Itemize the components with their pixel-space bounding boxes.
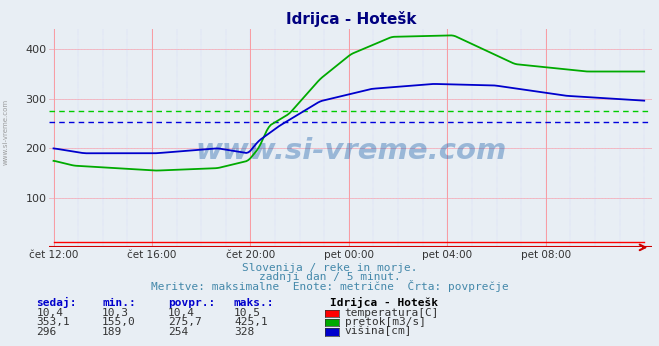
Text: Meritve: maksimalne  Enote: metrične  Črta: povprečje: Meritve: maksimalne Enote: metrične Črta… [151,280,508,292]
Text: 10,5: 10,5 [234,308,261,318]
Text: 189: 189 [102,327,123,337]
Text: zadnji dan / 5 minut.: zadnji dan / 5 minut. [258,272,401,282]
Text: www.si-vreme.com: www.si-vreme.com [195,137,507,165]
Text: www.si-vreme.com: www.si-vreme.com [2,98,9,165]
Text: 10,4: 10,4 [168,308,195,318]
Text: Slovenija / reke in morje.: Slovenija / reke in morje. [242,263,417,273]
Text: 10,3: 10,3 [102,308,129,318]
Text: 296: 296 [36,327,57,337]
Text: maks.:: maks.: [234,298,274,308]
Title: Idrijca - Hotešk: Idrijca - Hotešk [285,11,416,27]
Text: 353,1: 353,1 [36,317,70,327]
Text: 328: 328 [234,327,254,337]
Text: 275,7: 275,7 [168,317,202,327]
Text: min.:: min.: [102,298,136,308]
Text: povpr.:: povpr.: [168,298,215,308]
Text: 155,0: 155,0 [102,317,136,327]
Text: sedaj:: sedaj: [36,297,76,308]
Text: 254: 254 [168,327,188,337]
Text: višina[cm]: višina[cm] [345,326,412,337]
Text: 10,4: 10,4 [36,308,63,318]
Text: Idrijca - Hotešk: Idrijca - Hotešk [330,297,438,308]
Text: 425,1: 425,1 [234,317,268,327]
Text: temperatura[C]: temperatura[C] [345,308,439,318]
Text: pretok[m3/s]: pretok[m3/s] [345,317,426,327]
